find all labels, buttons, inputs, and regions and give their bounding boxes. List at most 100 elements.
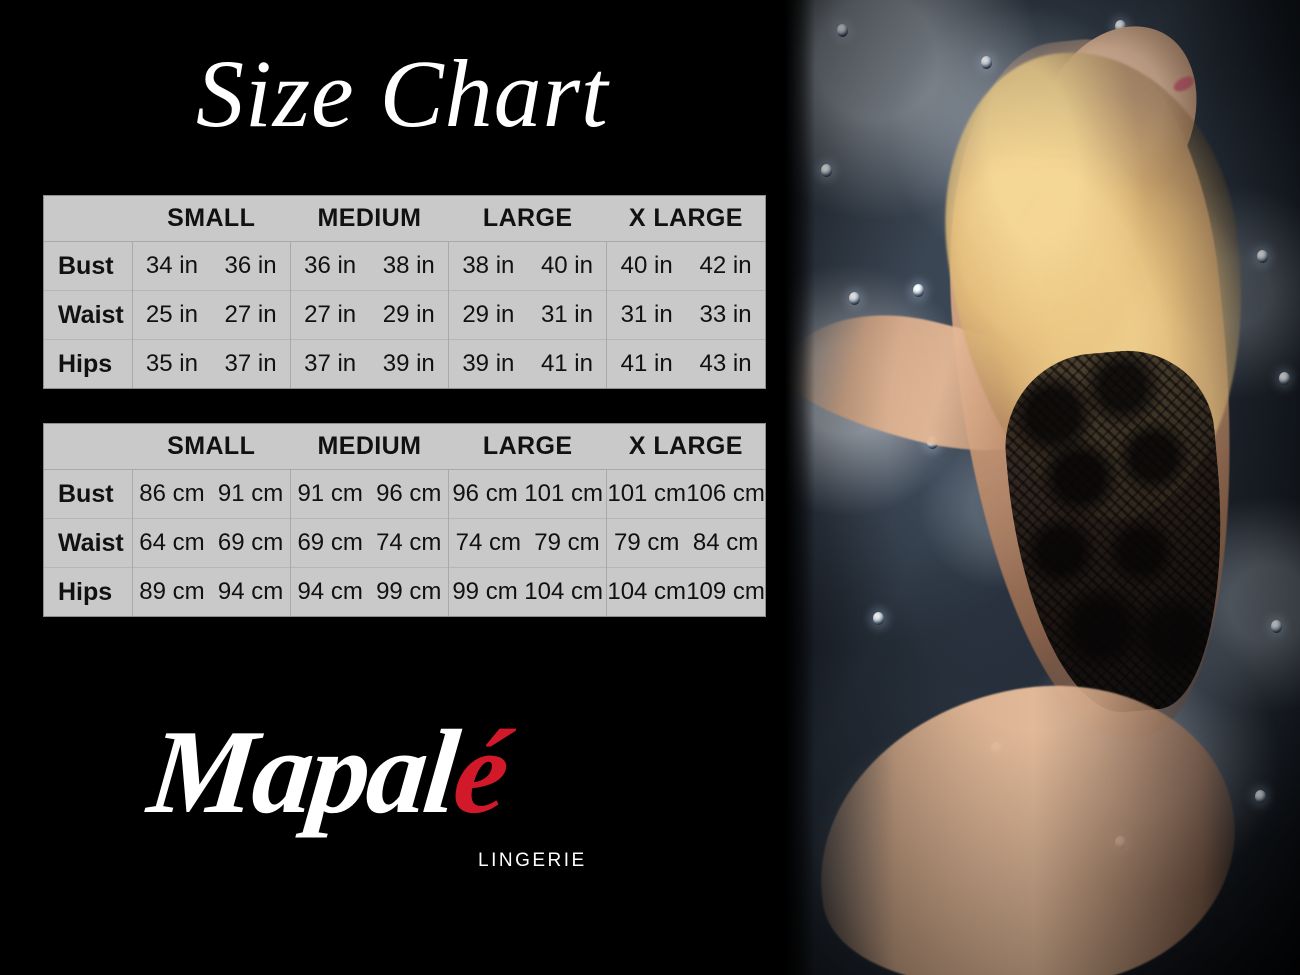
table-row: Waist 25 in 27 in 27 in 29 in 29 in 31 in 3… <box>44 290 765 340</box>
table-row: Hips 89 cm 94 cm 94 cm 99 cm 99 cm 104 cm 1… <box>44 567 765 616</box>
cell-hips-medium: 37 in 39 in <box>290 339 450 388</box>
table-row: Waist 64 cm 69 cm 69 cm 74 cm 74 cm 79 cm 7… <box>44 518 765 568</box>
table-row: Bust 34 in 36 in 36 in 38 in 38 in 40 in 40… <box>44 241 765 291</box>
row-label-bust: Bust <box>44 241 133 291</box>
header-size-xlarge: X LARGE <box>606 196 765 242</box>
page-title: Size Chart <box>196 40 609 147</box>
value-min: 35 in <box>145 350 198 377</box>
value-min: 86 cm <box>139 480 205 507</box>
value-min: 79 cm <box>614 529 680 556</box>
value-min: 40 in <box>620 252 673 279</box>
row-label-waist: Waist <box>44 518 133 568</box>
header-row: SMALL MEDIUM LARGE X LARGE <box>44 424 765 470</box>
value-min: 41 in <box>620 350 673 377</box>
value-min: 69 cm <box>297 529 363 556</box>
cell-hips-medium: 94 cm 99 cm <box>290 567 450 616</box>
cell-waist-medium: 27 in 29 in <box>290 290 450 340</box>
value-max: 74 cm <box>376 529 442 556</box>
value-max: 41 in <box>540 350 593 377</box>
header-size-medium: MEDIUM <box>290 424 449 470</box>
size-table-inches-head: SMALL MEDIUM LARGE X LARGE <box>44 196 765 242</box>
cell-bust-xlarge: 40 in 42 in <box>606 241 765 291</box>
value-max: 39 in <box>382 350 435 377</box>
value-max: 42 in <box>699 252 752 279</box>
value-min: 31 in <box>620 301 673 328</box>
size-table-inches: SMALL MEDIUM LARGE X LARGE Bust 34 in 36 … <box>44 196 765 388</box>
value-min: 25 in <box>145 301 198 328</box>
value-min: 27 in <box>304 301 357 328</box>
model-photo <box>785 0 1300 975</box>
cell-waist-large: 29 in 31 in <box>448 290 608 340</box>
header-size-large: LARGE <box>448 424 607 470</box>
value-max: 106 cm <box>686 480 765 507</box>
cell-waist-xlarge: 31 in 33 in <box>606 290 765 340</box>
cell-hips-xlarge: 104 cm 109 cm <box>606 567 765 616</box>
header-size-xlarge: X LARGE <box>606 424 765 470</box>
header-size-small: SMALL <box>132 424 291 470</box>
value-max: 31 in <box>540 301 593 328</box>
value-min: 74 cm <box>455 529 522 556</box>
header-row: SMALL MEDIUM LARGE X LARGE <box>44 196 765 242</box>
value-max: 69 cm <box>217 529 284 556</box>
value-max: 84 cm <box>692 529 759 556</box>
value-min: 29 in <box>462 301 515 328</box>
value-min: 64 cm <box>139 529 205 556</box>
value-min: 89 cm <box>139 578 205 605</box>
value-max: 37 in <box>224 350 277 377</box>
value-max: 29 in <box>382 301 435 328</box>
cell-hips-small: 89 cm 94 cm <box>132 567 291 616</box>
header-measurement-label <box>44 424 133 470</box>
value-max: 96 cm <box>376 480 442 507</box>
cell-bust-medium: 91 cm 96 cm <box>290 469 450 519</box>
value-min: 96 cm <box>452 480 518 507</box>
table-row: Bust 86 cm 91 cm 91 cm 96 cm 96 cm 101 cm 1… <box>44 469 765 519</box>
value-min: 101 cm <box>607 480 687 507</box>
brand-name: Mapal <box>143 705 463 838</box>
value-min: 94 cm <box>297 578 363 605</box>
model-figure <box>785 0 1300 975</box>
value-max: 99 cm <box>376 578 442 605</box>
cell-hips-xlarge: 41 in 43 in <box>606 339 765 388</box>
cell-waist-xlarge: 79 cm 84 cm <box>606 518 765 568</box>
size-table-inches-body: Bust 34 in 36 in 36 in 38 in 38 in 40 in 40… <box>44 241 765 388</box>
cell-bust-medium: 36 in 38 in <box>290 241 450 291</box>
row-label-hips: Hips <box>44 567 133 616</box>
value-max: 33 in <box>699 301 752 328</box>
value-max: 94 cm <box>217 578 284 605</box>
row-label-hips: Hips <box>44 339 133 388</box>
cell-hips-large: 99 cm 104 cm <box>448 567 608 616</box>
table-row: Hips 35 in 37 in 37 in 39 in 39 in 41 in 41… <box>44 339 765 388</box>
value-max: 36 in <box>224 252 277 279</box>
header-measurement-label <box>44 196 133 242</box>
cell-hips-large: 39 in 41 in <box>448 339 608 388</box>
cell-bust-small: 34 in 36 in <box>132 241 291 291</box>
row-label-waist: Waist <box>44 290 133 340</box>
value-min: 39 in <box>462 350 515 377</box>
value-min: 99 cm <box>452 578 518 605</box>
cell-bust-large: 38 in 40 in <box>448 241 608 291</box>
cell-waist-small: 25 in 27 in <box>132 290 291 340</box>
value-min: 91 cm <box>297 480 363 507</box>
size-table-centimeters: SMALL MEDIUM LARGE X LARGE Bust 86 cm 91 … <box>44 424 765 616</box>
brand-tagline: LINGERIE <box>478 850 587 871</box>
value-min: 104 cm <box>607 578 687 605</box>
cell-waist-small: 64 cm 69 cm <box>132 518 291 568</box>
size-table-cm-head: SMALL MEDIUM LARGE X LARGE <box>44 424 765 470</box>
cell-bust-large: 96 cm 101 cm <box>448 469 608 519</box>
cell-bust-xlarge: 101 cm 106 cm <box>606 469 765 519</box>
value-max: 104 cm <box>524 578 603 605</box>
header-size-medium: MEDIUM <box>290 196 449 242</box>
value-max: 38 in <box>382 252 435 279</box>
header-size-small: SMALL <box>132 196 291 242</box>
header-size-large: LARGE <box>448 196 607 242</box>
value-min: 38 in <box>462 252 515 279</box>
value-max: 27 in <box>224 301 277 328</box>
value-min: 36 in <box>304 252 357 279</box>
model-leg <box>792 655 1258 975</box>
cell-waist-medium: 69 cm 74 cm <box>290 518 450 568</box>
cell-hips-small: 35 in 37 in <box>132 339 291 388</box>
lace-bodysuit <box>997 343 1239 721</box>
value-min: 37 in <box>304 350 357 377</box>
value-max: 79 cm <box>534 529 600 556</box>
